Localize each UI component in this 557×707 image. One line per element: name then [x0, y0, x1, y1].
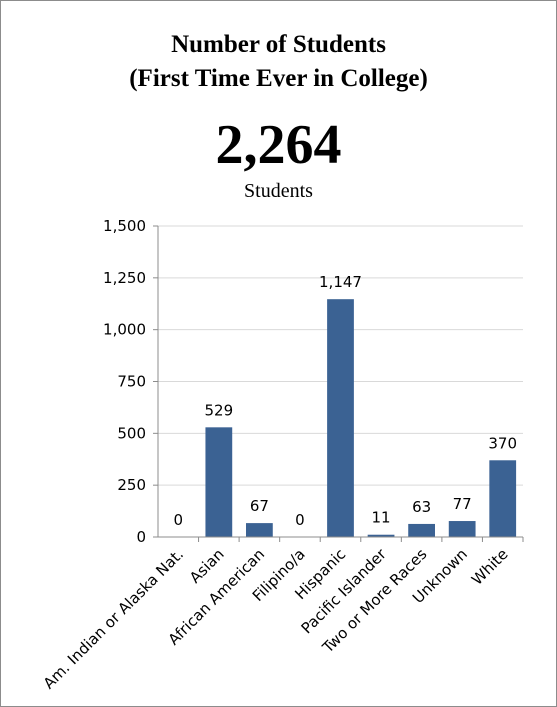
data-label: 0 [295, 511, 305, 529]
total-students-caption: Students [244, 180, 313, 202]
bar [327, 299, 354, 537]
y-tick-label: 1,000 [103, 321, 146, 339]
bar [246, 523, 273, 537]
y-tick-label: 500 [117, 424, 146, 442]
data-label: 77 [453, 495, 472, 513]
data-label: 1,147 [319, 273, 362, 291]
chart-title-line1: Number of Students [171, 31, 386, 58]
x-category-label: White [468, 545, 512, 589]
data-label: 0 [174, 511, 184, 529]
y-tick-label: 750 [117, 373, 146, 391]
data-label: 370 [488, 434, 517, 452]
chart-title: Number of Students (First Time Ever in C… [0, 28, 557, 96]
bar [408, 523, 435, 537]
data-label: 67 [250, 497, 269, 515]
data-label: 63 [412, 498, 431, 516]
y-tick-label: 1,500 [103, 217, 146, 235]
bar [367, 534, 395, 537]
bar [489, 460, 517, 537]
bar [205, 427, 233, 537]
total-students-value: 2,264 [215, 114, 342, 176]
y-tick-label: 1,250 [103, 269, 146, 287]
y-tick-label: 0 [136, 528, 146, 546]
x-category-label: Am. Indian or Alaska Nat. [40, 545, 187, 692]
chart-title-line2: (First Time Ever in College) [129, 65, 428, 92]
data-label: 11 [372, 509, 391, 527]
data-label: 529 [205, 401, 234, 419]
y-tick-label: 250 [117, 476, 146, 494]
bar [448, 521, 476, 537]
